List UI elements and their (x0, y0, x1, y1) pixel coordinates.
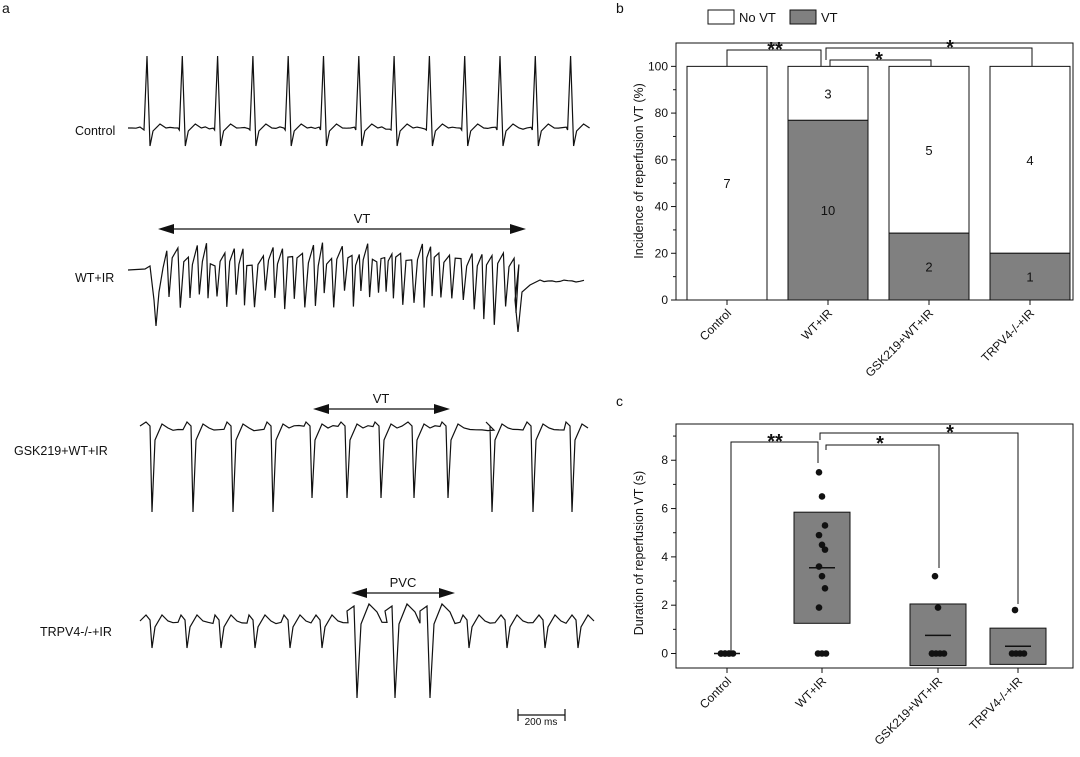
data-point-wt-ir (821, 546, 829, 553)
panel-a-ecg-traces: Control WT+IR GSK219+WT+IR TRPV4-/-+IR V… (14, 55, 595, 728)
bar-no-vt-control (686, 65, 768, 301)
data-point-gsk219-wt-ir (934, 604, 942, 611)
scale-bar: 200 ms (517, 709, 566, 728)
trace-label-trpv4: TRPV4-/-+IR (40, 625, 112, 639)
count-label-vt-wt-ir: 10 (821, 203, 835, 218)
trace-label-wt-ir: WT+IR (75, 271, 114, 285)
ecg-trace-wt-ir (127, 242, 585, 333)
panel-c-y-tick-label: 4 (661, 550, 668, 564)
panel-b-y-tick-label: 20 (655, 246, 669, 260)
panel-c-y-tick-label: 8 (661, 453, 668, 467)
bar-vt-wt-ir (787, 119, 869, 301)
data-point-wt-ir (818, 493, 826, 500)
data-point-wt-ir (815, 563, 823, 570)
bar-no-vt-trpv4-ir (989, 65, 1071, 254)
vt-label-wt-ir: VT (354, 211, 371, 226)
panel-c-x-tick-label-control: Control (697, 674, 734, 711)
panel-b-x-tick-label-trpv4-ir: TRPV4-/-+IR (978, 306, 1037, 365)
data-point-gsk219-wt-ir (940, 650, 948, 657)
vt-arrow-wt-ir: VT (158, 211, 526, 234)
count-label-vt-gsk219-wt-ir: 2 (925, 260, 932, 275)
data-point-wt-ir (815, 604, 823, 611)
ecg-trace-control (128, 55, 590, 147)
count-label-no-vt-wt-ir: 3 (824, 86, 831, 101)
panel-c-plot-frame (675, 423, 1074, 669)
count-label-no-vt-gsk219-wt-ir: 5 (925, 143, 932, 158)
data-point-wt-ir (821, 584, 829, 592)
data-point-wt-ir (818, 572, 826, 580)
panel-b-x-tick-label-gsk219-wt-ir: GSK219+WT+IR (863, 306, 937, 380)
panel-c-letter: c (616, 393, 623, 409)
panel-c-y-tick-label: 6 (661, 502, 668, 516)
panel-b-sig-wt-trpv-label: * (946, 37, 954, 59)
panel-b-plot-frame (675, 42, 1074, 301)
panel-c-sig-wt-gsk-bracket (825, 444, 940, 568)
panel-c-y-axis-label: Duration of reperfusion VT (s) (632, 471, 646, 635)
data-point-wt-ir (818, 541, 826, 549)
data-point-trpv4-ir (1011, 606, 1019, 614)
panel-b-incidence-chart: No VT VT Incidence of reperfusion VT (%)… (632, 9, 1074, 380)
panel-b-y-tick-label: 60 (655, 153, 669, 167)
data-point-gsk219-wt-ir (928, 650, 936, 657)
panel-b-sig-wt-gsk-label: * (875, 49, 883, 71)
data-point-trpv4-ir (1020, 650, 1028, 657)
ecg-trace-trpv4 (139, 602, 595, 699)
panel-c-sig-control-wt-bracket (730, 441, 819, 654)
count-label-vt-trpv4-ir: 1 (1026, 270, 1033, 285)
panel-b-y-tick-label: 0 (661, 293, 668, 307)
legend-label-vt: VT (821, 10, 838, 25)
data-point-gsk219-wt-ir (931, 572, 939, 580)
panel-b-sig-wt-trpv-bracket (825, 47, 1033, 66)
scale-bar-label: 200 ms (525, 717, 558, 728)
panel-c-sig-control-wt-label: ** (767, 431, 783, 453)
panel-b-x-tick-label-wt-ir: WT+IR (799, 306, 836, 343)
panel-b-y-tick-label: 80 (655, 106, 669, 120)
data-point-wt-ir (815, 469, 823, 476)
pvc-label-trpv4: PVC (390, 575, 417, 590)
legend: No VT VT (707, 9, 838, 25)
panel-c-sig-wt-trpv-bracket (819, 432, 1019, 604)
bar-vt-gsk219-wt-ir (888, 232, 970, 301)
panel-b-y-tick-label: 100 (648, 59, 668, 73)
legend-swatch-vt (789, 9, 817, 25)
trace-label-control: Control (75, 124, 115, 138)
bar-no-vt-wt-ir (787, 65, 869, 121)
trace-label-gsk219: GSK219+WT+IR (14, 444, 108, 458)
panel-b-sig-wt-gsk-bracket (829, 59, 932, 66)
ecg-trace-gsk219 (139, 420, 589, 513)
panel-c-x-tick-label-trpv4-ir: TRPV4-/-+IR (966, 674, 1025, 733)
count-label-no-vt-control: 7 (723, 176, 730, 191)
panel-b-sig-control-wt-bracket (726, 49, 822, 66)
panel-c-duration-chart: Duration of reperfusion VT (s) 0 2 4 6 8 Cont… (632, 422, 1074, 748)
panel-b-sig-control-wt-label: ** (767, 39, 783, 61)
panel-b-x-tick-label-control: Control (697, 306, 734, 343)
data-point-wt-ir (815, 531, 823, 539)
panel-c-x-tick-label-gsk219-wt-ir: GSK219+WT+IR (872, 674, 946, 748)
panel-b-y-tick-label: 40 (655, 200, 669, 214)
legend-label-no-vt: No VT (739, 10, 776, 25)
data-point-wt-ir (821, 522, 829, 529)
pvc-arrow-trpv4: PVC (351, 575, 455, 598)
data-point-wt-ir (822, 650, 830, 657)
bar-no-vt-gsk219-wt-ir (888, 65, 970, 234)
panel-c-y-tick-label: 0 (661, 647, 668, 661)
bar-vt-trpv4-ir (989, 252, 1071, 301)
count-label-no-vt-trpv4-ir: 4 (1026, 153, 1033, 168)
panel-c-x-tick-label-wt-ir: WT+IR (793, 674, 830, 711)
vt-label-gsk219: VT (373, 391, 390, 406)
panel-a-letter: a (2, 0, 10, 16)
panel-c-sig-wt-trpv-label: * (946, 422, 954, 444)
panel-c-y-tick-label: 2 (661, 598, 668, 612)
panel-b-y-axis-label: Incidence of reperfusion VT (%) (632, 83, 646, 259)
panel-b-letter: b (616, 0, 624, 16)
legend-swatch-no-vt (707, 9, 735, 25)
panel-c-sig-wt-gsk-label: * (876, 433, 884, 455)
vt-arrow-gsk219: VT (313, 391, 450, 414)
